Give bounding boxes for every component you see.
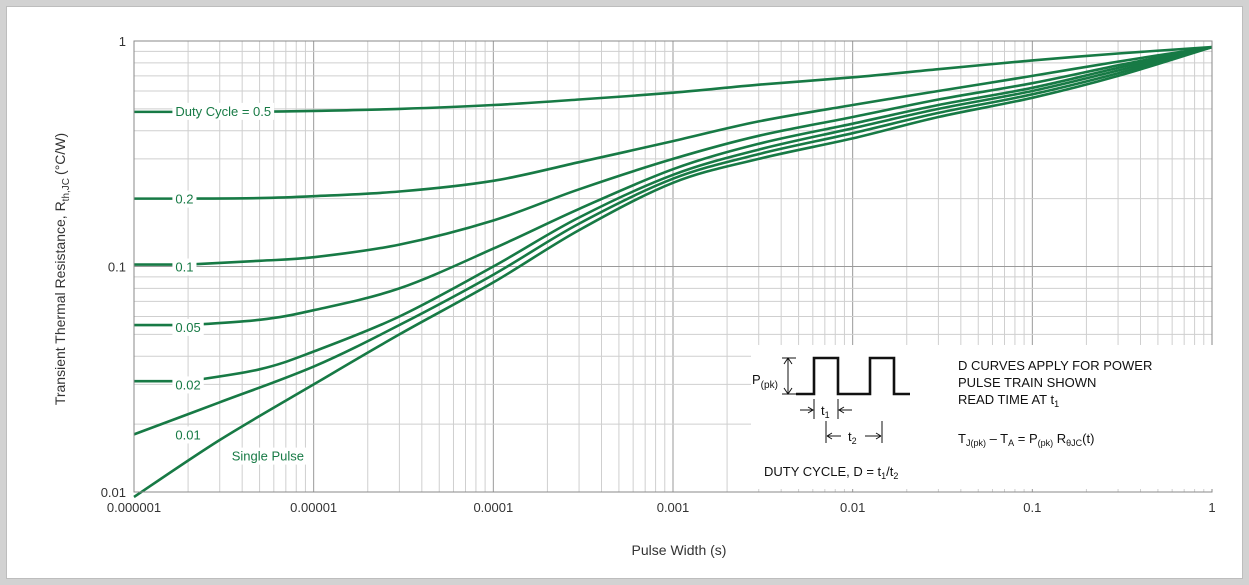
- curve-series-6: [133, 45, 1213, 499]
- series-label-bg: [172, 376, 204, 394]
- t2-arrow: [826, 432, 882, 440]
- t2-label: t2: [848, 429, 857, 446]
- x-tick-label: 0.00001: [290, 500, 337, 515]
- x-tick-label: 0.1: [1023, 500, 1041, 515]
- series-label: 0.2: [175, 192, 193, 207]
- curves: [133, 45, 1213, 499]
- series-labels: Duty Cycle = 0.5 0.2 0.1 0.05 0.02 0.01 Single…: [172, 102, 308, 465]
- series-label: 0.01: [175, 427, 200, 442]
- p-pk-label: P(pk): [752, 372, 778, 391]
- x-tick-label: 0.01: [840, 500, 865, 515]
- x-tick-label: 0.001: [657, 500, 690, 515]
- series-label-bg: [172, 426, 204, 444]
- duty-cycle-formula: DUTY CYCLE, D = t1/t2: [764, 464, 898, 481]
- series-label-bg: [172, 258, 197, 276]
- y-tick-labels: 0.01 0.1 1: [101, 34, 126, 500]
- x-axis-label: Pulse Width (s): [632, 542, 727, 558]
- x-tick-label: 1: [1208, 500, 1215, 515]
- series-label-bg: [172, 318, 204, 336]
- note-line-2: PULSE TRAIN SHOWN: [958, 375, 1096, 390]
- series-label: Single Pulse: [232, 449, 304, 464]
- chart-frame: 0.000001 0.00001 0.0001 0.001 0.01 0.1 1 0.01 0…: [6, 6, 1243, 579]
- curve-series-1: [188, 45, 1213, 200]
- x-tick-label: 0.0001: [473, 500, 513, 515]
- y-axis-label: Transient Thermal Resistance, Rth,JC(°C/…: [52, 133, 72, 405]
- curve-series-5: [133, 45, 1213, 436]
- series-label: 0.1: [175, 260, 193, 275]
- series-label: 0.05: [175, 320, 200, 335]
- y-tick-label: 0.1: [108, 260, 126, 275]
- x-tick-labels: 0.000001 0.00001 0.0001 0.001 0.01 0.1 1: [107, 500, 1216, 515]
- t1-arrow-right: [838, 406, 852, 414]
- pulse-train-inset: P(pk) t1 t2 DUTY CYCLE, D = t1/t2 D CURV…: [751, 345, 1221, 489]
- y-tick-label: 1: [119, 34, 126, 49]
- x-tick-label: 0.000001: [107, 500, 161, 515]
- note-line-1: D CURVES APPLY FOR POWER: [958, 358, 1152, 373]
- series-label-bg: [228, 447, 308, 465]
- pulse-waveform: [796, 356, 910, 396]
- curve-series-0: [188, 45, 1213, 114]
- t1-arrow-left: [800, 406, 814, 414]
- t1-label: t1: [821, 403, 830, 420]
- series-label: 0.02: [175, 377, 200, 392]
- series-label: Duty Cycle = 0.5: [175, 104, 271, 119]
- curve-series-3: [188, 45, 1213, 327]
- curve-series-2: [188, 45, 1213, 266]
- plot-area-border: [133, 40, 1213, 493]
- y-tick-label: 0.01: [101, 485, 126, 500]
- series-label-bg: [172, 190, 197, 208]
- thermal-resistance-chart: 0.000001 0.00001 0.0001 0.001 0.01 0.1 1 0.010…: [52, 34, 1221, 558]
- series-label-bg: [172, 102, 275, 120]
- curve-series-4: [187, 45, 1213, 383]
- inset-box: [751, 345, 1221, 489]
- axes: [133, 40, 1213, 493]
- thermal-equation: TJ(pk) – TA = P(pk) RθJC(t): [958, 431, 1094, 448]
- note-line-3: READ TIME AT t1: [958, 392, 1059, 409]
